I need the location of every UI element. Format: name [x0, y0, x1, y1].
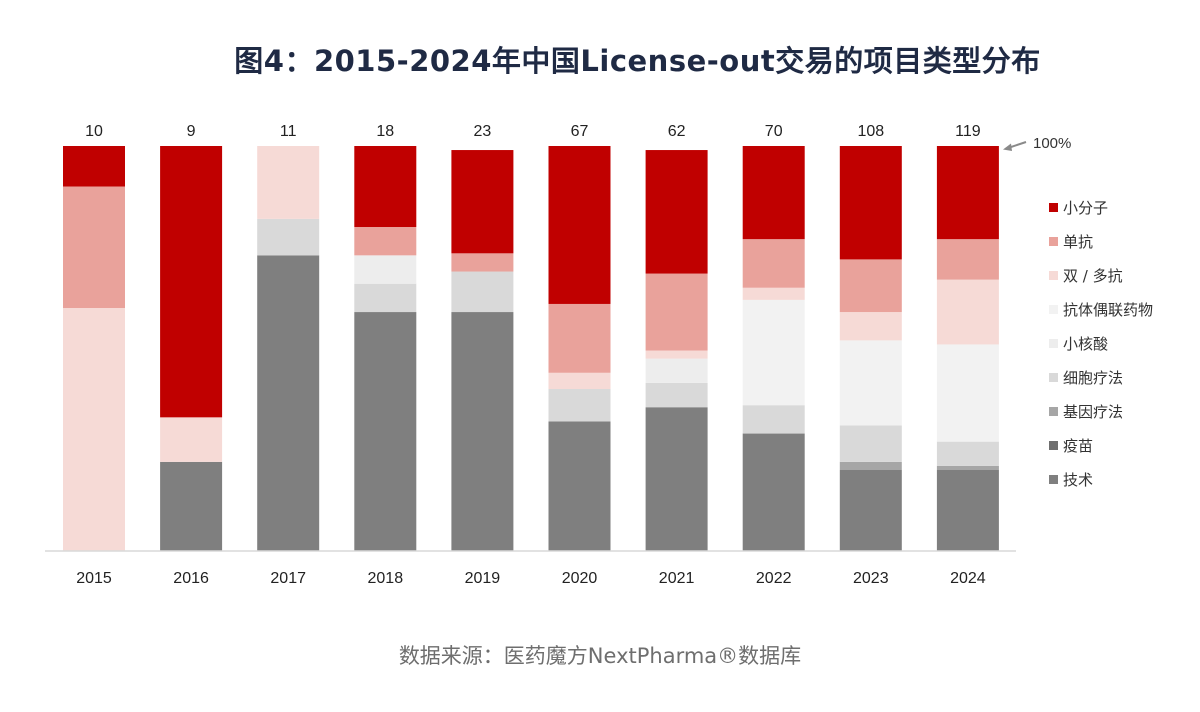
bar-segment-2024-0 — [936, 470, 999, 551]
bar-segment-2024-7 — [936, 239, 999, 280]
bar-segment-2017-6 — [257, 146, 320, 219]
bar-segment-2023-3 — [839, 425, 902, 462]
legend-swatch — [1049, 373, 1058, 382]
bar-segment-2021-3 — [645, 382, 708, 408]
legend-swatch — [1049, 339, 1058, 348]
legend-swatch — [1049, 271, 1058, 280]
chart-title: 图4：2015-2024年中国License-out交易的项目类型分布 — [234, 44, 1041, 78]
legend-label: 疫苗 — [1063, 437, 1093, 455]
bar-segment-2021-4 — [645, 358, 708, 383]
legend-label: 抗体偶联药物 — [1063, 301, 1153, 319]
bar-segment-2023-7 — [839, 259, 902, 313]
bar-segment-2021-6 — [645, 350, 708, 359]
legend-swatch — [1049, 441, 1058, 450]
bar-segment-2022-6 — [742, 287, 805, 300]
bar-segment-2024-3 — [936, 441, 999, 466]
bar-segment-2022-8 — [742, 146, 805, 240]
bar-segment-2024-6 — [936, 279, 999, 345]
x-tick-labels: 2015 2016 2017 2018 2019 2020 2021 2022 2023 2024 — [76, 570, 986, 587]
total-label: 10 — [85, 123, 103, 140]
bar-segment-2018-3 — [354, 283, 417, 313]
bar-segment-2016-0 — [160, 461, 223, 551]
legend-label: 单抗 — [1063, 233, 1093, 251]
bar-segment-2020-0 — [548, 421, 611, 551]
total-label: 62 — [668, 123, 686, 140]
data-source-note: 数据来源：医药魔方NextPharma®数据库 — [398, 644, 802, 668]
bar-segment-2020-8 — [548, 146, 611, 304]
bar-segment-2021-8 — [645, 150, 708, 274]
bar-segment-2024-8 — [936, 146, 999, 240]
bar-segment-2016-8 — [160, 146, 223, 418]
bar-segment-2022-0 — [742, 433, 805, 551]
total-label: 119 — [955, 123, 981, 140]
bar-segment-2019-0 — [451, 312, 514, 551]
bar-segment-2018-4 — [354, 255, 417, 284]
bar-segment-2017-0 — [257, 255, 320, 551]
bar-segment-2015-8 — [63, 146, 125, 187]
legend-label: 双 / 多抗 — [1063, 267, 1123, 285]
bar-segment-2021-7 — [645, 273, 708, 351]
bar-segment-2019-3 — [451, 271, 514, 313]
total-label: 23 — [474, 123, 492, 140]
legend-label: 基因疗法 — [1063, 403, 1123, 421]
bar-segment-2020-3 — [548, 389, 611, 422]
bar-segment-2019-8 — [451, 150, 514, 254]
legend-swatch — [1049, 203, 1058, 212]
bar-segment-2020-6 — [548, 372, 611, 389]
bars-layer — [63, 146, 999, 552]
bar-segment-2021-0 — [645, 407, 708, 552]
total-label: 67 — [571, 123, 589, 140]
bar-segment-2018-7 — [354, 227, 417, 256]
x-tick-label: 2020 — [562, 570, 598, 587]
total-count-labels: 10 9 11 18 23 67 62 70 108 119 — [85, 123, 981, 140]
bar-segment-2023-0 — [839, 470, 902, 551]
bar-segment-2019-7 — [451, 253, 514, 272]
bar-segment-2024-2 — [936, 465, 999, 470]
x-tick-label: 2022 — [756, 570, 792, 587]
bar-segment-2016-6 — [160, 417, 223, 462]
x-tick-label: 2021 — [659, 570, 695, 587]
total-label: 108 — [857, 123, 884, 140]
x-tick-label: 2016 — [173, 570, 209, 587]
x-tick-label: 2018 — [368, 570, 404, 587]
bar-segment-2018-8 — [354, 146, 417, 227]
legend-label: 小核酸 — [1063, 335, 1108, 353]
bar-segment-2023-6 — [839, 312, 902, 341]
bar-segment-2022-5 — [742, 299, 805, 406]
total-label: 9 — [187, 123, 196, 140]
x-tick-label: 2023 — [853, 570, 889, 587]
x-tick-label: 2019 — [465, 570, 501, 587]
legend-swatch — [1049, 305, 1058, 314]
legend-swatch — [1049, 475, 1058, 484]
bar-segment-2023-5 — [839, 340, 902, 426]
legend-label: 细胞疗法 — [1063, 369, 1123, 387]
hundred-percent-label: 100% — [1033, 135, 1071, 152]
total-label: 11 — [280, 123, 297, 140]
hundred-percent-marker: 100% — [1003, 135, 1071, 152]
x-tick-label: 2017 — [270, 570, 306, 587]
total-label: 18 — [376, 123, 394, 140]
legend-label: 小分子 — [1063, 199, 1108, 217]
x-tick-label: 2015 — [76, 570, 112, 587]
bar-segment-2023-8 — [839, 146, 902, 260]
bar-segment-2018-0 — [354, 312, 417, 551]
legend-swatch — [1049, 407, 1058, 416]
bar-segment-2023-2 — [839, 461, 902, 470]
bar-segment-2015-6 — [63, 308, 125, 551]
bar-segment-2020-7 — [548, 303, 611, 373]
bar-segment-2015-7 — [63, 186, 125, 308]
legend-swatch — [1049, 237, 1058, 246]
bar-segment-2022-7 — [742, 239, 805, 288]
legend-label: 技术 — [1063, 471, 1093, 489]
x-tick-label: 2024 — [950, 570, 986, 587]
bar-segment-2024-5 — [936, 344, 999, 442]
arrow-head — [1003, 143, 1012, 151]
bar-segment-2022-3 — [742, 405, 805, 434]
bar-segment-2017-3 — [257, 218, 320, 256]
total-label: 70 — [765, 123, 783, 140]
